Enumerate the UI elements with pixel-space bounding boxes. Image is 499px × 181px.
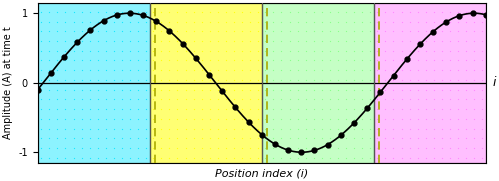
Y-axis label: Amplitude (A) at time t: Amplitude (A) at time t	[3, 26, 13, 139]
Bar	[374, 3, 486, 163]
Text: i: i	[493, 76, 496, 89]
Bar	[150, 3, 262, 163]
X-axis label: Position index (i): Position index (i)	[215, 168, 308, 178]
Bar	[150, 3, 262, 163]
Bar	[38, 3, 150, 163]
Bar	[38, 3, 150, 163]
Bar	[262, 3, 374, 163]
Bar	[374, 3, 486, 163]
Bar	[262, 3, 374, 163]
